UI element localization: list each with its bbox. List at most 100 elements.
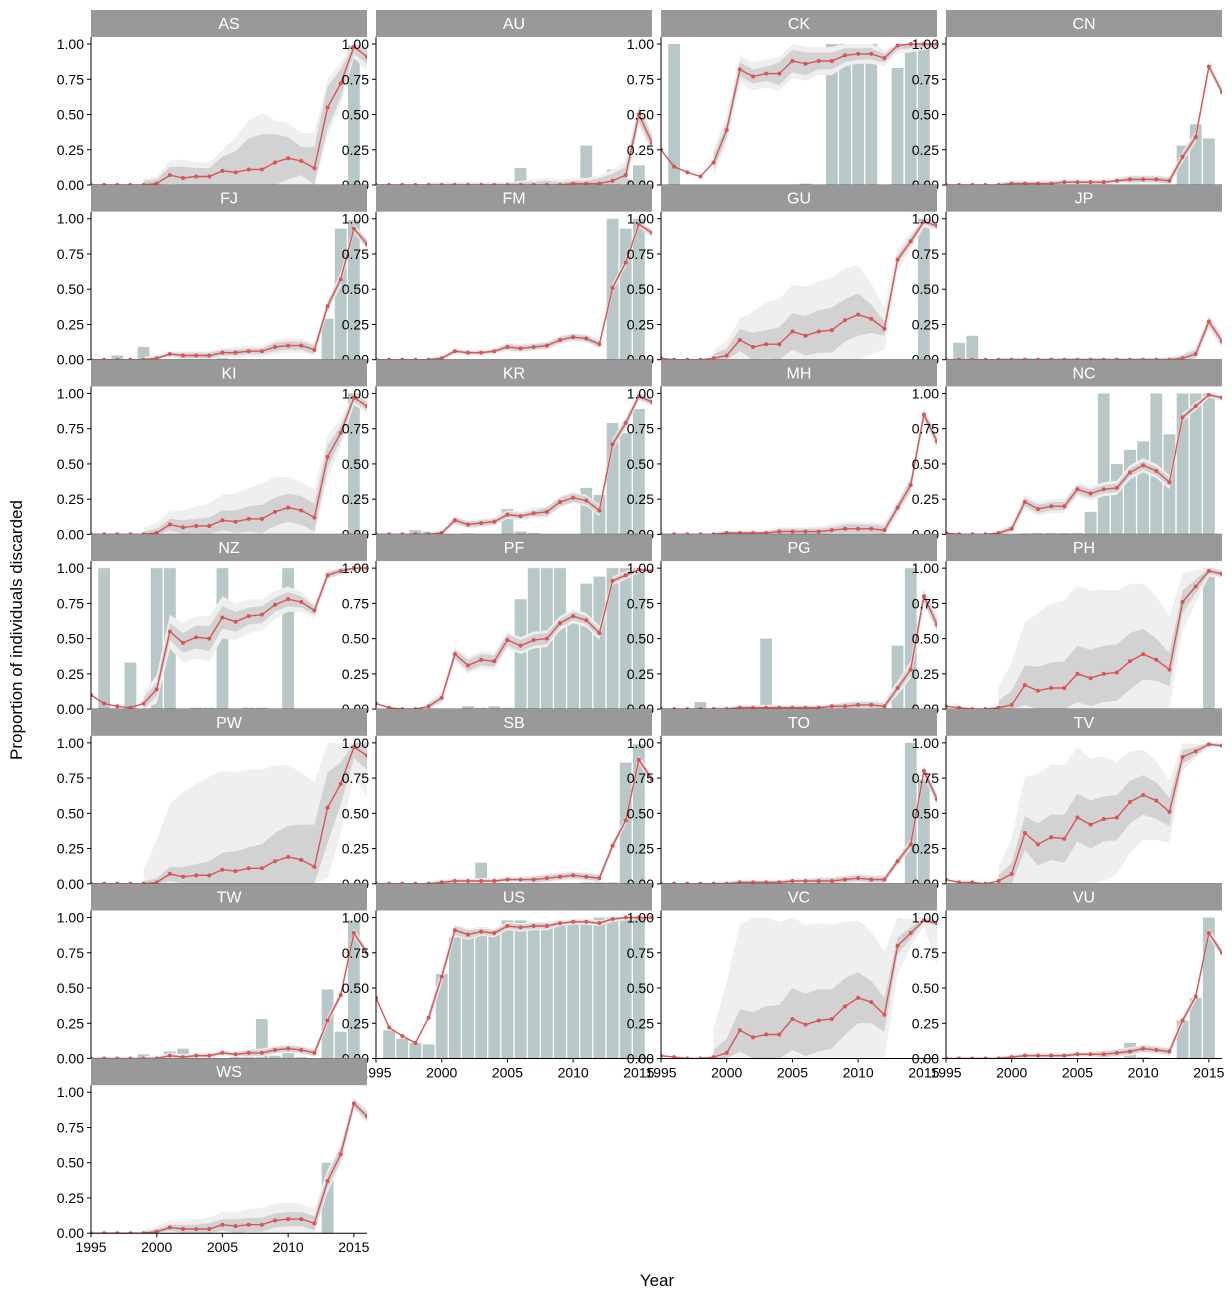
estimate-point <box>544 636 549 641</box>
y-tick-label: 1.00 <box>627 910 654 926</box>
estimate-point <box>452 878 457 883</box>
estimate-point <box>1141 1046 1146 1051</box>
estimate-point <box>1193 749 1198 754</box>
facet-strip <box>376 708 652 736</box>
estimate-point <box>584 618 589 623</box>
y-tick-label: 0.50 <box>912 456 939 472</box>
observed-bar <box>501 707 514 710</box>
estimate-point <box>829 528 834 533</box>
facet-label: AU <box>503 16 525 33</box>
estimate-point <box>194 1053 199 1058</box>
estimate-point <box>325 573 330 578</box>
y-tick-label: 1.00 <box>912 385 939 401</box>
estimate-point <box>790 329 795 334</box>
estimate-point <box>181 1055 185 1059</box>
estimate-point <box>650 915 652 920</box>
estimate-point <box>1049 685 1054 690</box>
estimate-point <box>1062 685 1067 690</box>
estimate-point <box>711 356 716 360</box>
x-tick-label: 2015 <box>908 1065 939 1081</box>
estimate-point <box>1180 754 1185 759</box>
y-tick-label: 1.00 <box>342 560 369 576</box>
y-tick-label: 0.00 <box>57 876 84 892</box>
estimate-point <box>233 1224 238 1229</box>
estimate-point <box>1049 835 1054 840</box>
estimate-point <box>1206 742 1211 747</box>
estimate-line <box>91 931 367 1059</box>
estimate-point <box>777 529 782 534</box>
estimate-point <box>181 1226 185 1231</box>
observed-bar <box>632 165 645 185</box>
estimate-point <box>843 53 847 58</box>
facet-label: NC <box>1072 365 1095 382</box>
estimate-point <box>154 880 159 884</box>
y-tick-label: 0.25 <box>912 316 939 332</box>
estimate-point <box>1193 584 1198 589</box>
estimate-point <box>571 614 576 619</box>
estimate-point <box>777 1032 782 1037</box>
y-tick-label: 0.50 <box>627 980 654 996</box>
estimate-point <box>128 705 133 710</box>
estimate-point <box>751 880 755 884</box>
inner-interval-band <box>998 930 1222 1059</box>
estimate-point <box>935 223 937 228</box>
estimate-point <box>921 42 926 47</box>
estimate-point <box>856 995 861 1000</box>
facet-plot-area <box>946 742 1222 884</box>
estimate-point <box>1075 671 1080 676</box>
observed-bar <box>137 347 150 360</box>
facet-nz: NZ 0.00 0.25 0.50 0.75 1.00 <box>57 534 367 717</box>
estimate-point <box>312 864 317 869</box>
estimate-point <box>935 921 937 926</box>
observed-bar <box>619 917 632 1059</box>
estimate-point <box>1049 181 1054 185</box>
observed-bar <box>580 145 593 185</box>
estimate-point <box>259 167 264 172</box>
estimate-point <box>737 880 742 884</box>
facet-ws: WS 0.00 0.25 0.50 0.75 1.00 1995 2000 2005 2010 20… <box>57 1058 370 1255</box>
observed-bar <box>1045 532 1058 535</box>
estimate-point <box>299 857 304 862</box>
y-tick-label: 0.75 <box>912 71 939 87</box>
facet-strip <box>91 10 367 37</box>
y-tick-label: 0.25 <box>342 316 369 332</box>
observed-bar <box>917 44 930 185</box>
x-tick-label: 2015 <box>623 1065 654 1081</box>
estimate-point <box>1128 800 1132 805</box>
observed-bar <box>1071 532 1084 535</box>
estimate-point <box>650 568 652 573</box>
estimate-point <box>1141 652 1146 657</box>
observed-bar <box>1189 393 1202 535</box>
y-tick-label: 0.75 <box>342 71 369 87</box>
estimate-point <box>957 705 962 710</box>
estimate-point <box>1180 1018 1185 1023</box>
facet-plot-area <box>376 744 652 884</box>
estimate-point <box>1128 470 1132 475</box>
observed-bar <box>1176 145 1189 185</box>
estimate-point <box>777 342 782 347</box>
inner-interval-band <box>998 317 1222 360</box>
estimate-line <box>661 43 937 178</box>
estimate-point <box>1062 1053 1067 1058</box>
estimate-point <box>764 1032 769 1037</box>
y-tick-label: 0.50 <box>912 281 939 297</box>
estimate-point <box>1220 395 1222 400</box>
observed-bar <box>953 342 966 360</box>
estimate-point <box>286 156 291 161</box>
estimate-point <box>737 705 742 710</box>
facet-plot-area <box>661 568 937 710</box>
outer-interval-band <box>998 314 1222 360</box>
x-tick-label: 1995 <box>645 1065 676 1081</box>
estimate-point <box>466 878 470 883</box>
facet-nc: NC0.000.250.500.751.00 <box>912 359 1222 542</box>
y-tick-label: 1.00 <box>342 36 369 52</box>
estimate-point <box>869 51 874 56</box>
x-tick-label: 2015 <box>1193 1065 1224 1081</box>
estimate-point <box>1101 487 1106 492</box>
estimate-point <box>387 1025 392 1030</box>
estimate-point <box>803 1022 808 1027</box>
estimate-point <box>531 345 536 350</box>
estimate-point <box>558 874 562 879</box>
y-tick-label: 1.00 <box>57 1084 84 1100</box>
